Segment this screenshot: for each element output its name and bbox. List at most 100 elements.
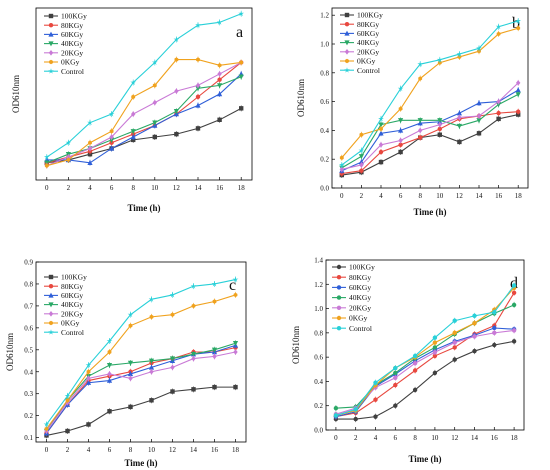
data-point — [216, 19, 223, 25]
panel-a-frame — [35, 7, 253, 181]
data-point — [148, 358, 155, 364]
data-point — [417, 118, 423, 124]
series-line-0KGy — [46, 59, 242, 167]
data-point — [472, 320, 477, 326]
data-point — [238, 74, 244, 80]
data-point — [233, 384, 238, 390]
data-point — [108, 111, 115, 117]
data-point — [64, 392, 71, 399]
data-point — [476, 100, 482, 106]
legend-entry-100KGy: 100KGy — [61, 12, 87, 21]
y-tick-label: 0.7 — [24, 302, 33, 310]
series-line-80KGy — [335, 292, 515, 418]
data-point — [452, 330, 457, 336]
panel-c: c Time (h) OD610nm 0 2 4 6 8 10 12 14 16 18 0.1 0.2… — [5, 259, 247, 468]
x-tick-label: 18 — [515, 192, 523, 200]
data-point — [492, 330, 497, 336]
data-point — [398, 106, 403, 111]
legend-entry-40KGy: 40KGy — [61, 39, 83, 48]
data-point — [86, 375, 91, 382]
data-point — [398, 127, 404, 133]
legend-swatch-marker — [344, 67, 350, 73]
data-point — [476, 131, 482, 136]
x-tick-label: 0 — [45, 446, 49, 454]
data-point — [432, 350, 438, 355]
y-tick-label: 0.4 — [320, 127, 329, 135]
y-tick-label: 0.2 — [320, 156, 329, 164]
series-0KGy — [339, 25, 521, 161]
series-0KGy — [44, 56, 244, 169]
series-line-100KGy — [335, 340, 515, 420]
panel-b-letter: b — [512, 15, 520, 32]
data-point — [452, 357, 457, 362]
data-point — [457, 139, 462, 145]
x-tick-label: 2 — [360, 192, 364, 200]
x-tick-label: 10 — [148, 446, 156, 454]
x-tick-label: 14 — [471, 434, 479, 442]
series-60KGy — [44, 70, 244, 166]
legend-entry-60KGy: 60KGy — [61, 291, 83, 300]
series-100KGy — [44, 105, 244, 166]
legend-entry-Control: Control — [61, 328, 84, 337]
legend-entry-100KGy: 100KGy — [357, 11, 383, 20]
data-point — [195, 126, 201, 131]
x-tick-label: 10 — [436, 192, 444, 200]
series-line-60KGy — [335, 327, 515, 418]
x-tick-label: 8 — [413, 434, 417, 442]
data-point — [511, 339, 517, 344]
data-point — [511, 290, 517, 295]
legend-swatch-marker — [49, 59, 53, 65]
x-tick-label: 8 — [131, 184, 135, 192]
data-point — [217, 63, 222, 68]
data-point — [398, 118, 404, 124]
legend-swatch-marker — [48, 13, 54, 19]
data-point — [65, 139, 72, 146]
data-point — [87, 160, 93, 165]
legend-swatch-marker — [48, 23, 54, 28]
data-point — [373, 380, 378, 385]
data-point — [359, 162, 364, 168]
data-point — [212, 299, 217, 304]
x-tick-label: 16 — [495, 192, 503, 200]
series-20KGy — [339, 79, 521, 173]
data-point — [169, 356, 176, 362]
data-point — [149, 368, 154, 375]
data-point — [173, 109, 179, 114]
x-tick-label: 2 — [354, 434, 358, 442]
data-point — [393, 403, 398, 408]
data-point — [170, 312, 175, 317]
y-tick-label: 0.8 — [314, 329, 323, 337]
legend-swatch-marker — [344, 40, 350, 46]
data-point — [238, 10, 245, 17]
series-line-0KGy — [46, 294, 236, 430]
series-line-60KGy — [46, 344, 236, 434]
x-tick-label: 14 — [190, 446, 198, 454]
data-point — [130, 129, 136, 135]
series-40KGy — [339, 91, 521, 171]
legend-swatch-marker — [336, 305, 342, 310]
data-point — [239, 60, 244, 65]
data-point — [44, 426, 49, 432]
x-tick-label: 10 — [151, 184, 159, 192]
x-tick-label: 6 — [394, 434, 398, 442]
data-point — [378, 159, 384, 165]
data-point — [358, 154, 364, 160]
data-point — [174, 57, 179, 62]
data-point — [476, 113, 482, 119]
data-point — [379, 126, 383, 132]
series-line-Control — [341, 20, 519, 166]
data-point — [418, 135, 423, 140]
series-100KGy — [44, 384, 238, 439]
data-point — [85, 379, 92, 385]
x-tick-label: 14 — [195, 184, 203, 192]
data-point — [211, 280, 218, 287]
y-tick-label: 0.0 — [320, 185, 329, 193]
panel-c-ylabel: OD610nm — [5, 333, 15, 371]
legend-entry-20KGy: 20KGy — [61, 309, 83, 318]
data-point — [516, 80, 521, 86]
data-point — [378, 130, 384, 136]
data-point — [452, 318, 457, 323]
series-20KGy — [44, 59, 244, 169]
data-point — [496, 31, 501, 37]
